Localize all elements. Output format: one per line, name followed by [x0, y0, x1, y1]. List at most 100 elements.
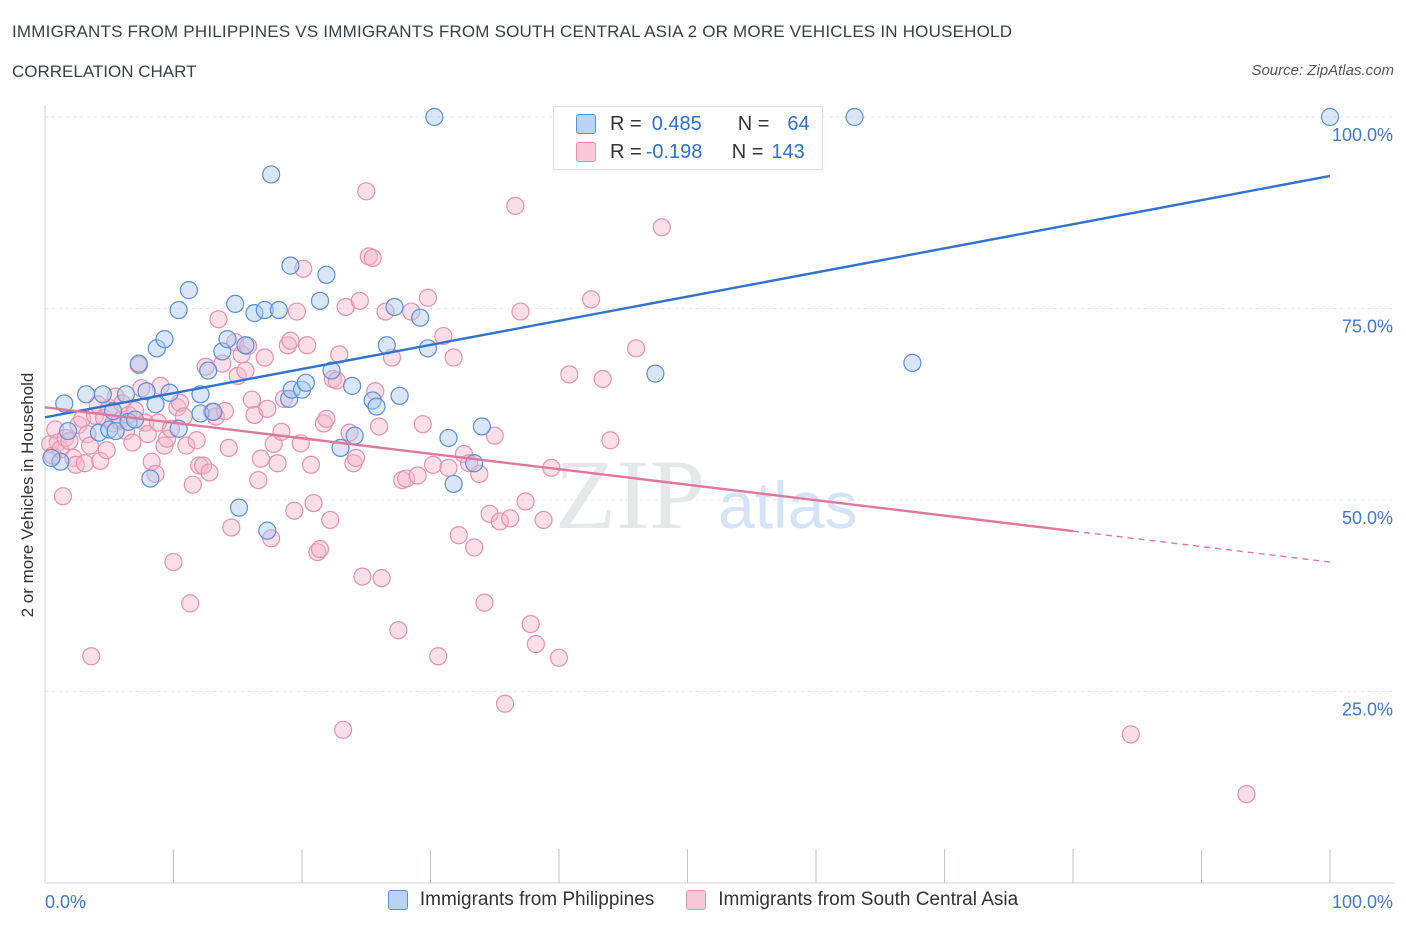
point-south-central-asia [66, 455, 85, 474]
point-south-central-asia [363, 248, 382, 268]
point-south-central-asia [132, 379, 151, 398]
point-south-central-asia [183, 475, 202, 494]
point-philippines [903, 353, 922, 372]
point-philippines [269, 300, 288, 320]
point-south-central-asia [222, 518, 241, 537]
point-philippines [390, 386, 409, 405]
point-philippines [226, 294, 245, 314]
point-south-central-asia [516, 492, 535, 511]
point-south-central-asia [298, 336, 317, 355]
point-south-central-asia [350, 291, 369, 310]
point-philippines [42, 448, 61, 467]
point-south-central-asia [119, 405, 138, 425]
point-south-central-asia [357, 182, 376, 201]
point-south-central-asia [582, 290, 601, 309]
point-philippines [129, 354, 148, 373]
point-philippines [218, 330, 237, 349]
point-philippines [236, 336, 255, 355]
series-legend: Immigrants from Philippines Immigrants f… [0, 889, 1406, 911]
point-south-central-asia [200, 463, 219, 482]
point-south-central-asia [434, 326, 453, 346]
point-philippines [169, 300, 188, 320]
point-philippines [179, 281, 199, 300]
y-axis-label: 2 or more Vehicles in Household [18, 373, 37, 618]
point-philippines [343, 376, 362, 395]
point-philippines [51, 452, 70, 471]
point-philippines [106, 421, 125, 441]
point-south-central-asia [281, 331, 300, 350]
point-south-central-asia [255, 348, 274, 367]
point-south-central-asia [439, 458, 458, 477]
point-south-central-asia [285, 501, 304, 520]
point-philippines [245, 303, 264, 323]
chart-title: IMMIGRANTS FROM PHILIPPINES VS IMMIGRANT… [12, 22, 1013, 41]
point-south-central-asia [475, 593, 494, 612]
point-south-central-asia [138, 425, 157, 444]
point-south-central-asia [534, 510, 553, 530]
trend-line-blue [44, 174, 1331, 419]
point-south-central-asia [601, 431, 620, 450]
point-south-central-asia [526, 634, 545, 654]
n-value: 143 [771, 140, 805, 163]
point-south-central-asia [82, 647, 101, 666]
r-value: -0.198 [645, 140, 703, 163]
point-south-central-asia [304, 493, 323, 513]
point-philippines [345, 426, 364, 445]
point-south-central-asia [506, 196, 525, 215]
point-south-central-asia [444, 348, 463, 367]
point-south-central-asia [251, 449, 270, 468]
point-south-central-asia [353, 567, 372, 586]
point-south-central-asia [593, 369, 612, 389]
point-philippines [317, 265, 336, 284]
r-label: R = [610, 140, 642, 163]
point-south-central-asia [209, 310, 228, 329]
point-philippines [411, 308, 430, 327]
watermark: ZIP atlas [555, 439, 857, 550]
point-south-central-asia [334, 720, 353, 739]
point-south-central-asia [1121, 725, 1140, 744]
y-tick-label: 100.0% [1332, 125, 1393, 145]
y-tick-label: 75.0% [1342, 317, 1393, 337]
legend-row-philippines: R = 0.485 N = 64 [576, 111, 810, 137]
y-tick-label: 25.0% [1342, 700, 1393, 720]
legend-swatch-blue [387, 890, 408, 910]
point-south-central-asia [287, 302, 306, 321]
legend-swatch-pink [686, 890, 707, 910]
point-south-central-asia [626, 339, 646, 358]
legend-label-philippines: Immigrants from Philippines [419, 889, 655, 910]
point-south-central-asia [429, 647, 448, 666]
point-south-central-asia [317, 409, 336, 428]
point-south-central-asia [308, 542, 327, 562]
point-south-central-asia [187, 431, 206, 450]
point-south-central-asia [161, 419, 181, 438]
point-philippines [472, 417, 491, 436]
point-philippines [385, 297, 404, 317]
point-philippines [322, 361, 341, 380]
point-south-central-asia [490, 512, 509, 531]
point-south-central-asia [97, 441, 116, 460]
point-south-central-asia [181, 594, 200, 613]
point-philippines [55, 394, 74, 413]
point-philippines [310, 291, 330, 310]
x-tick-label-min: 0.0% [45, 892, 86, 912]
r-value: 0.485 [651, 112, 702, 135]
legend-row-south-central-asia: R = -0.198 N = 143 [576, 139, 805, 165]
point-south-central-asia [495, 694, 515, 713]
point-south-central-asia [274, 389, 294, 408]
point-south-central-asia [549, 648, 569, 667]
y-tick-label: 50.0% [1342, 508, 1393, 528]
point-south-central-asia [408, 466, 427, 485]
point-south-central-asia [91, 451, 110, 471]
point-south-central-asia [652, 218, 671, 237]
point-south-central-asia [423, 455, 443, 474]
point-south-central-asia [449, 526, 468, 545]
point-south-central-asia [53, 487, 73, 506]
point-south-central-asia [389, 621, 408, 640]
point-south-central-asia [346, 448, 366, 467]
point-philippines [137, 382, 156, 401]
point-south-central-asia [272, 422, 291, 441]
chart-subtitle: CORRELATION CHART [12, 62, 197, 81]
point-south-central-asia [485, 426, 504, 445]
point-south-central-asia [164, 552, 183, 572]
